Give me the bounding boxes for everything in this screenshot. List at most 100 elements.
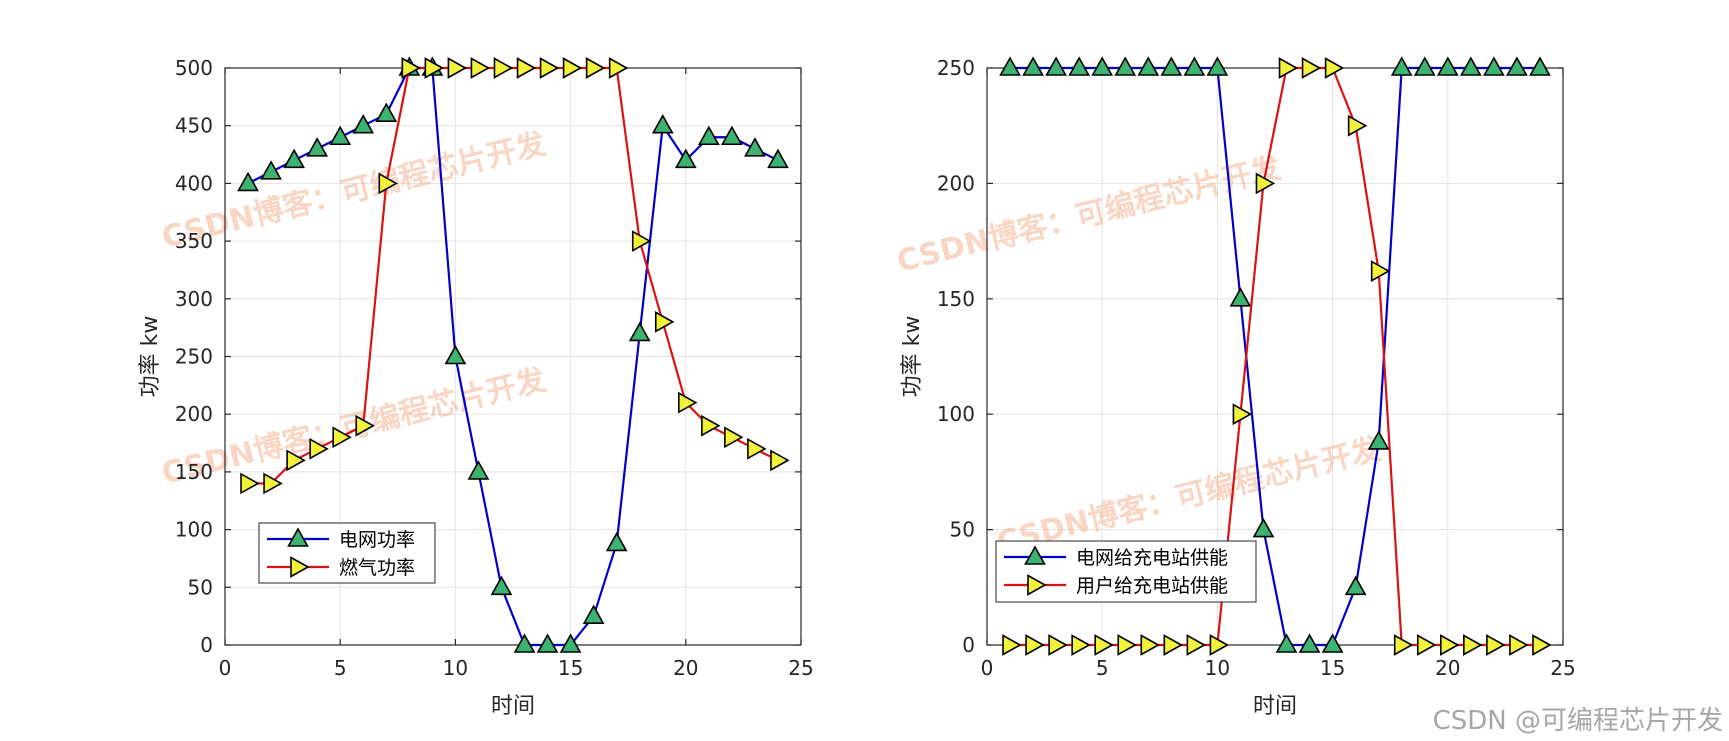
data-point-marker bbox=[999, 56, 1021, 76]
y-tick-label: 50 bbox=[188, 575, 213, 599]
data-point-marker bbox=[240, 472, 260, 495]
y-tick-label: 450 bbox=[175, 114, 213, 138]
data-point-marker bbox=[1252, 517, 1275, 538]
y-tick-label: 350 bbox=[175, 229, 213, 253]
x-axis-label: 时间 bbox=[491, 694, 535, 719]
data-point-marker bbox=[309, 437, 329, 460]
x-tick-label: 10 bbox=[443, 656, 468, 680]
data-point-marker bbox=[1022, 56, 1044, 76]
data-point-marker bbox=[1509, 634, 1529, 656]
data-point-marker bbox=[1045, 56, 1067, 76]
data-point-marker bbox=[605, 531, 628, 552]
data-point-marker bbox=[747, 437, 767, 460]
data-point-marker bbox=[1117, 634, 1137, 656]
data-point-marker bbox=[375, 102, 398, 122]
data-point-marker bbox=[1183, 56, 1206, 76]
data-point-marker bbox=[447, 57, 468, 79]
x-tick-label: 0 bbox=[219, 656, 232, 680]
data-point-marker bbox=[1232, 403, 1253, 426]
legend-label: 用户给充电站供能 bbox=[1076, 575, 1228, 597]
x-tick-label: 5 bbox=[334, 656, 347, 680]
data-point-marker bbox=[332, 426, 352, 449]
data-point-marker bbox=[585, 57, 606, 79]
x-axis-label: 时间 bbox=[1253, 694, 1297, 719]
y-tick-label: 50 bbox=[950, 518, 975, 542]
y-tick-label: 200 bbox=[175, 402, 213, 426]
x-tick-label: 10 bbox=[1205, 656, 1230, 680]
x-tick-label: 15 bbox=[1320, 656, 1345, 680]
legend-marker bbox=[1024, 545, 1046, 565]
data-point-marker bbox=[470, 57, 491, 79]
data-point-marker bbox=[674, 148, 697, 169]
data-point-marker bbox=[767, 148, 789, 169]
data-point-marker bbox=[378, 172, 398, 195]
legend-marker bbox=[1027, 574, 1047, 596]
x-tick-label: 25 bbox=[788, 656, 813, 680]
data-point-marker bbox=[1071, 634, 1091, 656]
legend-box bbox=[995, 540, 1257, 603]
data-point-marker bbox=[628, 321, 651, 342]
data-point-marker bbox=[651, 114, 674, 134]
data-point-marker bbox=[352, 114, 375, 134]
data-point-marker bbox=[1209, 634, 1230, 656]
data-point-marker bbox=[1186, 634, 1206, 656]
data-point-marker bbox=[770, 449, 790, 472]
data-point-marker bbox=[1229, 287, 1252, 307]
data-point-marker bbox=[1278, 57, 1299, 79]
data-point-marker bbox=[283, 148, 305, 169]
data-point-marker bbox=[1163, 634, 1183, 656]
data-point-marker bbox=[444, 344, 467, 365]
y-tick-label: 0 bbox=[962, 633, 975, 657]
y-tick-label: 100 bbox=[175, 518, 213, 542]
y-tick-label: 150 bbox=[175, 460, 213, 484]
data-point-marker bbox=[1393, 634, 1414, 656]
legend-box bbox=[258, 522, 436, 584]
data-point-marker bbox=[1436, 56, 1459, 76]
data-point-marker bbox=[1347, 114, 1368, 137]
legend-label: 电网功率 bbox=[339, 529, 415, 551]
y-tick-label: 200 bbox=[937, 171, 975, 195]
y-tick-label: 150 bbox=[937, 287, 975, 311]
x-tick-label: 0 bbox=[981, 656, 994, 680]
data-point-marker bbox=[582, 604, 605, 624]
data-point-marker bbox=[1440, 634, 1460, 656]
y-tick-label: 300 bbox=[175, 287, 213, 311]
data-point-marker bbox=[306, 137, 329, 157]
data-point-marker bbox=[724, 426, 744, 449]
data-point-marker bbox=[355, 414, 375, 437]
data-point-marker bbox=[1025, 634, 1045, 656]
data-point-marker bbox=[1324, 57, 1345, 79]
data-point-marker bbox=[1463, 634, 1483, 656]
y-axis-label: 功率 kw bbox=[138, 316, 163, 398]
data-point-marker bbox=[1301, 57, 1322, 79]
data-point-marker bbox=[697, 125, 720, 146]
axes-box bbox=[986, 67, 1564, 646]
data-point-marker bbox=[1486, 634, 1506, 656]
legend-marker bbox=[287, 527, 309, 547]
data-point-marker bbox=[1413, 56, 1436, 76]
data-point-marker bbox=[1390, 56, 1413, 76]
data-point-marker bbox=[516, 57, 537, 79]
legend-marker bbox=[290, 556, 310, 578]
data-point-marker bbox=[1529, 56, 1551, 76]
legend-label: 电网给充电站供能 bbox=[1076, 547, 1228, 569]
data-point-marker bbox=[701, 414, 721, 437]
data-point-marker bbox=[493, 57, 514, 79]
footer-watermark: CSDN @可编程芯片开发 bbox=[1432, 706, 1723, 736]
data-point-marker bbox=[1206, 56, 1229, 76]
data-point-marker bbox=[490, 575, 513, 596]
x-tick-label: 15 bbox=[558, 656, 583, 680]
data-point-marker bbox=[677, 391, 698, 414]
x-tick-label: 20 bbox=[673, 656, 698, 680]
data-point-marker bbox=[1140, 634, 1160, 656]
data-point-marker bbox=[1094, 634, 1114, 656]
x-tick-label: 20 bbox=[1435, 656, 1460, 680]
y-tick-label: 100 bbox=[937, 402, 975, 426]
data-point-marker bbox=[559, 633, 582, 653]
data-point-marker bbox=[1298, 633, 1321, 653]
data-point-marker bbox=[1367, 430, 1390, 450]
